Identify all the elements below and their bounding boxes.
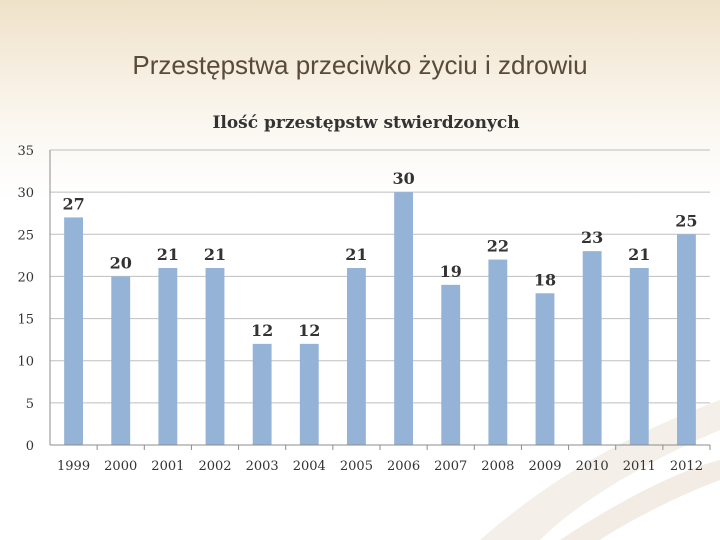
bar-2005	[347, 268, 366, 445]
data-label: 18	[534, 270, 556, 289]
x-tick-label: 2002	[198, 459, 231, 474]
x-tick-label: 2001	[151, 459, 184, 474]
slide-title: Przestępstwa przeciwko życiu i zdrowiu	[132, 50, 588, 80]
x-tick-label: 2008	[481, 459, 514, 474]
bar-2001	[158, 268, 178, 445]
chart-title: Ilość przestępstw stwierdzonych	[212, 113, 519, 133]
x-tick-label: 1999	[57, 459, 90, 474]
bar-2010	[582, 251, 602, 445]
y-tick-label: 25	[17, 228, 34, 243]
data-label: 19	[440, 262, 462, 281]
x-tick-label: 2007	[434, 459, 467, 474]
x-tick-label: 2009	[528, 459, 561, 474]
y-tick-label: 30	[17, 186, 34, 201]
y-tick-label: 35	[17, 144, 34, 159]
gridlines	[50, 149, 710, 446]
x-tick-label: 2011	[623, 459, 656, 474]
data-label: 30	[392, 169, 414, 188]
bar-2009	[535, 293, 555, 445]
x-tick-label: 2005	[340, 459, 373, 474]
data-label: 12	[251, 321, 273, 340]
bar-2012	[677, 234, 696, 445]
bar-2011	[629, 268, 649, 445]
x-tick-label: 2010	[576, 459, 609, 474]
data-label: 20	[110, 253, 132, 272]
y-tick-label: 10	[17, 355, 34, 370]
x-tick-label: 2006	[387, 459, 420, 474]
y-tick-label: 20	[17, 270, 34, 285]
bar-2006	[394, 192, 413, 445]
data-label: 27	[62, 194, 84, 213]
x-axis: 1999 2000 2001 2002 2003 2004 2005 2006 2007 2008…	[50, 444, 711, 474]
data-labels: 27 20 21 21 12 12 21 30 19 22 18 23 21 25	[62, 169, 697, 340]
data-label: 21	[345, 245, 367, 264]
data-label: 12	[298, 321, 320, 340]
bar-1999	[64, 217, 83, 445]
bar-chart: Ilość przestępstw stwierdzonych 0 5 10 15 20…	[17, 113, 711, 474]
y-tick-label: 5	[26, 397, 34, 412]
y-tick-label: 0	[26, 439, 34, 454]
bars	[64, 192, 696, 445]
y-tick-label: 15	[17, 313, 34, 328]
data-label: 25	[675, 211, 697, 230]
bar-2004	[299, 343, 319, 445]
data-label: 22	[487, 237, 509, 256]
data-label: 21	[204, 245, 226, 264]
bar-2000	[111, 276, 131, 445]
bar-2007	[441, 284, 461, 445]
bar-2002	[205, 268, 225, 445]
data-label: 21	[157, 245, 179, 264]
bar-2008	[488, 259, 508, 445]
x-tick-label: 2004	[293, 459, 326, 474]
x-tick-label: 2012	[670, 459, 703, 474]
data-label: 21	[628, 245, 650, 264]
bar-2003	[252, 343, 272, 445]
x-tick-label: 2000	[104, 459, 137, 474]
y-axis: 0 5 10 15 20 25 30 35	[17, 144, 51, 454]
x-tick-label: 2003	[246, 459, 279, 474]
data-label: 23	[581, 228, 603, 247]
